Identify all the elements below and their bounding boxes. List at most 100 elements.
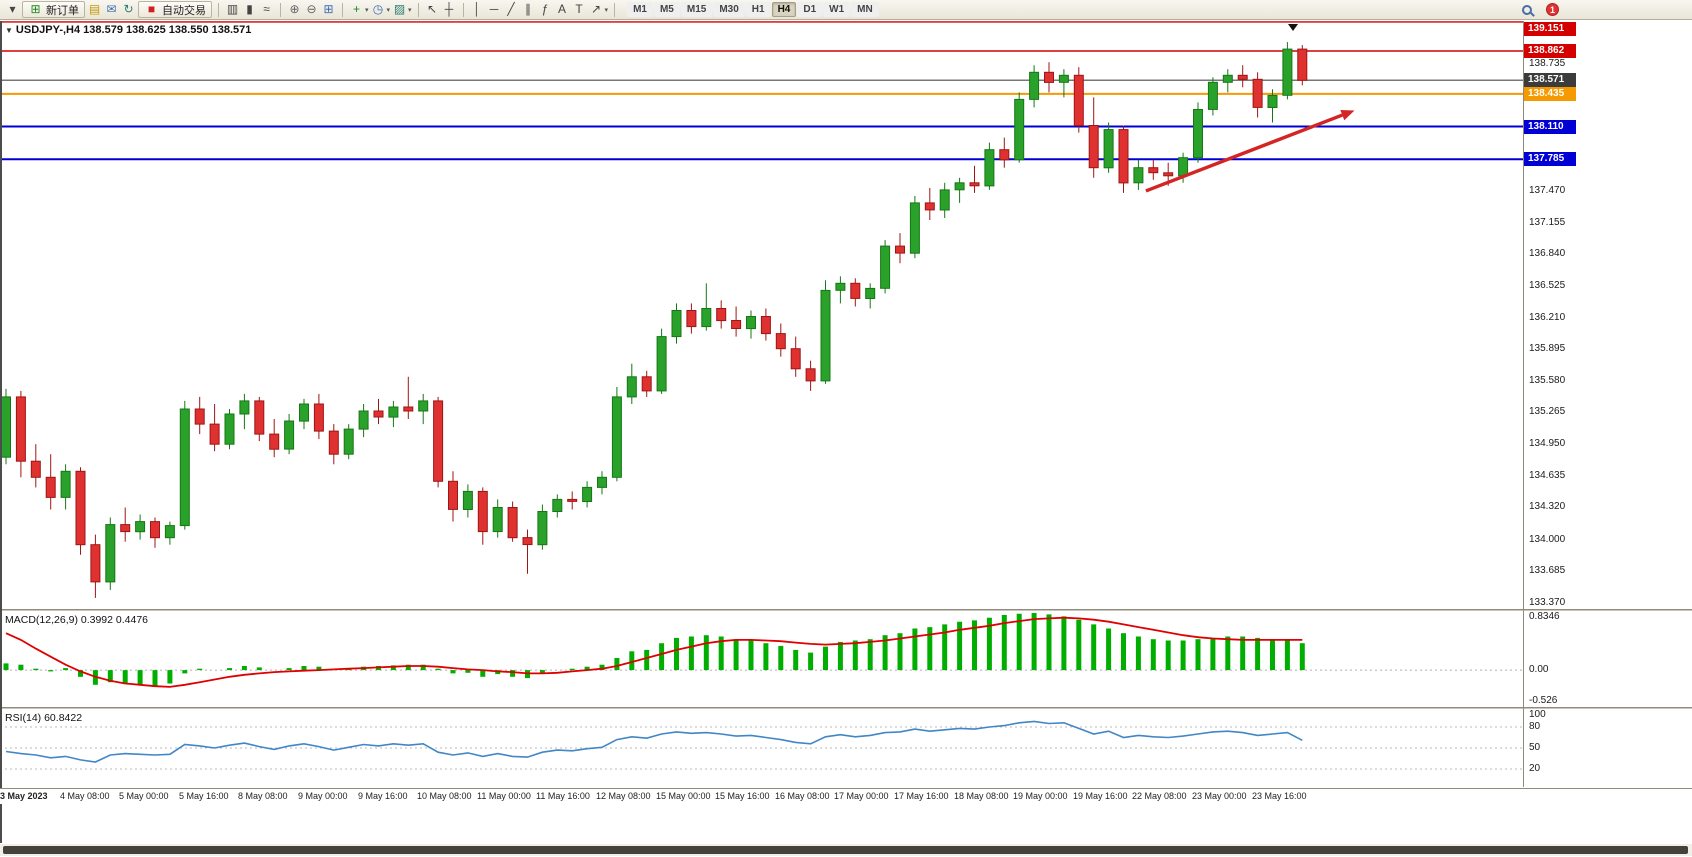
price-level-label: 138.110 [1524, 120, 1576, 134]
bar-chart-icon[interactable]: ▥ [226, 2, 239, 16]
time-tick: 9 May 16:00 [358, 791, 408, 801]
chevron-down-icon[interactable]: ▾ [408, 6, 412, 14]
rsi-tick: 50 [1529, 742, 1541, 753]
candle-body [1267, 94, 1278, 109]
scrollbar-thumb[interactable] [3, 846, 1688, 854]
zoom-in-icon[interactable]: ⊕ [289, 2, 300, 16]
price-tick: 136.525 [1529, 280, 1566, 291]
chevron-down-icon[interactable]: ▾ [365, 6, 369, 14]
autotrading-button[interactable]: ■ 自动交易 [138, 1, 212, 18]
timeframe-button-m5[interactable]: M5 [653, 2, 680, 17]
timeframe-button-m30[interactable]: M30 [713, 2, 745, 17]
text-label-icon[interactable]: T [575, 2, 583, 16]
cursor-icon[interactable]: ↖ [427, 2, 438, 16]
time-tick: 22 May 08:00 [1132, 791, 1187, 801]
price-tick: 134.950 [1529, 438, 1566, 449]
candle-body [746, 316, 756, 330]
time-axis[interactable]: 3 May 2023 4 May 08:00 5 May 00:00 5 May 16… [0, 788, 1692, 804]
rsi-tick: 80 [1529, 721, 1541, 732]
panel-divider[interactable] [0, 707, 1692, 709]
price-level-label: 139.151 [1524, 22, 1576, 36]
candle-body [611, 396, 622, 478]
time-tick: 8 May 08:00 [238, 791, 288, 801]
crosshair-icon[interactable]: ┼ [444, 2, 454, 16]
candle-body [1058, 74, 1069, 83]
candle-body [1133, 167, 1144, 184]
time-tick: 16 May 08:00 [775, 791, 830, 801]
candle-body [641, 376, 652, 392]
autotrading-icon: ■ [147, 2, 156, 16]
candle-body [954, 182, 965, 191]
rsi-panel[interactable]: RSI(14) 60.8422 [0, 709, 1523, 787]
candlestick-chart-icon[interactable]: ▮ [246, 2, 253, 16]
chart-expand-icon[interactable]: ▼ [5, 26, 13, 35]
price-tick: 137.155 [1529, 217, 1566, 228]
rsi-chart[interactable] [0, 709, 1523, 787]
candle-body [909, 202, 920, 254]
search-icon[interactable] [1522, 4, 1532, 15]
mailbox-icon[interactable]: ✉ [106, 2, 117, 16]
chart-menu-icon[interactable]: ▾ [9, 2, 16, 16]
price-tick: 138.735 [1529, 58, 1566, 69]
arrows-tool-icon[interactable]: ↗ [591, 2, 602, 16]
periods-icon[interactable]: ◷ [372, 2, 384, 16]
macd-chart[interactable] [0, 611, 1523, 707]
price-axis[interactable]: 139.050138.735137.470137.155136.840136.5… [1524, 21, 1692, 609]
chevron-down-icon[interactable]: ▾ [386, 6, 391, 14]
candle-body [120, 524, 131, 533]
add-indicator-icon[interactable]: + [352, 2, 360, 16]
candle-body [626, 376, 637, 398]
timeframe-button-h1[interactable]: H1 [745, 2, 771, 17]
candle-body [1163, 172, 1174, 177]
new-order-button[interactable]: ⊞ 新订单 [22, 1, 85, 18]
panel-divider[interactable] [0, 609, 1692, 611]
notification-badge[interactable]: 1 [1546, 3, 1559, 16]
trend-arrow-line[interactable] [1145, 113, 1343, 193]
rsi-axis[interactable]: 100 80 50 20 [1524, 709, 1692, 787]
timeframe-button-h4[interactable]: H4 [771, 2, 797, 17]
macd-title: MACD(12,26,9) 0.3992 0.4476 [5, 614, 148, 626]
candle-body [1044, 71, 1054, 83]
macd-axis[interactable]: 0.8346 0.00 -0.526 [1524, 611, 1692, 707]
macd-panel[interactable]: MACD(12,26,9) 0.3992 0.4476 [0, 611, 1523, 707]
metaeditor-icon[interactable]: ▤ [88, 2, 101, 16]
templates-icon[interactable]: ▨ [393, 2, 406, 16]
fibonacci-icon[interactable]: ƒ [541, 2, 549, 16]
new-order-icon: ⊞ [30, 2, 41, 16]
time-tick: 11 May 16:00 [536, 791, 590, 801]
time-tick: 15 May 16:00 [715, 791, 770, 801]
shift-marker-icon[interactable] [1288, 24, 1298, 31]
zoom-out-icon[interactable]: ⊖ [306, 2, 317, 16]
chevron-down-icon[interactable]: ▾ [604, 6, 609, 14]
trendline-icon[interactable]: ╱ [507, 2, 515, 16]
horizontal-line-icon[interactable]: ─ [489, 2, 499, 16]
toolbar-separator [280, 2, 281, 17]
vertical-line-icon[interactable]: │ [473, 2, 481, 16]
price-tick: 133.685 [1529, 565, 1566, 576]
price-level-label: 138.862 [1524, 44, 1576, 58]
candle-body [1222, 74, 1233, 83]
candle-body [403, 406, 414, 412]
horizontal-scrollbar[interactable] [0, 844, 1692, 856]
refresh-icon[interactable]: ↻ [123, 2, 134, 16]
candle-body [105, 524, 116, 583]
timeframe-button-w1[interactable]: W1 [823, 2, 851, 17]
text-icon[interactable]: A [558, 2, 567, 16]
tile-windows-icon[interactable]: ⊞ [323, 2, 334, 16]
candlestick-chart[interactable] [0, 21, 1523, 609]
time-tick: 3 May 2023 [0, 791, 48, 801]
candle-body [135, 521, 146, 533]
candle-body [343, 428, 354, 455]
main-chart-panel[interactable]: ▼ USDJPY-,H4 138.579 138.625 138.550 138.… [0, 21, 1523, 609]
timeframe-button-m15[interactable]: M15 [680, 2, 713, 17]
candle-body [150, 521, 160, 539]
candle-body [790, 348, 801, 370]
line-chart-icon[interactable]: ≈ [263, 2, 270, 16]
timeframe-button-m1[interactable]: M1 [627, 2, 653, 17]
channel-icon[interactable]: ∥ [525, 2, 532, 16]
candle-body [75, 470, 86, 546]
timeframe-button-mn[interactable]: MN [851, 2, 879, 17]
time-tick: 19 May 00:00 [1013, 791, 1068, 801]
timeframe-button-d1[interactable]: D1 [797, 2, 823, 17]
